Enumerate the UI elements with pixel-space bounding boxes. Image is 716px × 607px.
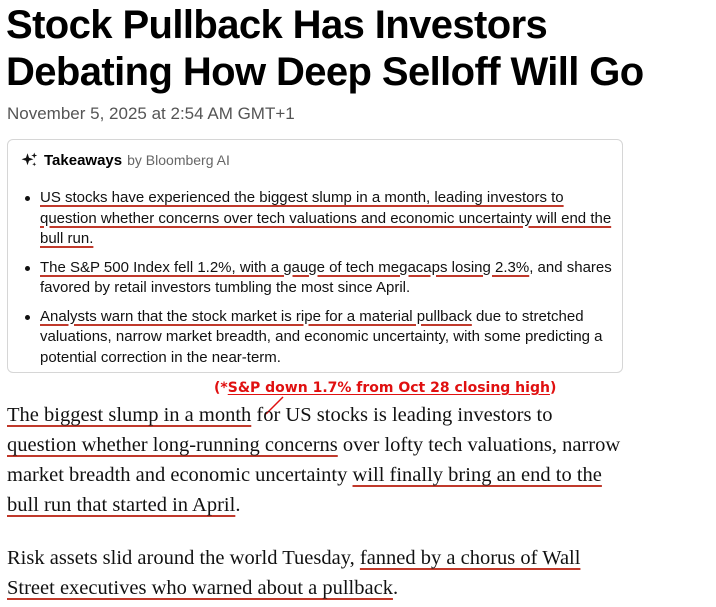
takeaway-highlight: US stocks have experienced the biggest s… [40,189,612,247]
body-underline: will finally bring an end to the bull ru… [7,464,602,516]
annotation-open: (* [214,380,228,396]
body-text: . [235,494,241,516]
takeaway-highlight: The S&P 500 Index fell 1.2%, with a gaug… [40,258,530,276]
takeaway-highlight: Analysts warn that the stock market is r… [40,307,472,325]
takeaway-item: The S&P 500 Index fell 1.2%, with a gaug… [25,258,622,299]
body-underline: fanned by a chorus of Wall Street execut… [7,547,581,599]
takeaways-box: Takeaways by Bloomberg AI US stocks have… [7,139,623,373]
takeaways-title: Takeaways [44,151,123,169]
takeaway-text: due to stretched valuations, narrow mark… [40,307,603,366]
article-headline: Stock Pullback Has Investors Debating Ho… [6,3,644,94]
body-underline: The biggest slump in a month [7,404,252,426]
takeaways-byline: by Bloomberg AI [127,152,230,168]
takeaway-item: US stocks have experienced the biggest s… [25,188,622,250]
body-text: for US stocks is leading investors to [251,404,553,426]
annotation-text: S&P down 1.7% from Oct 28 closing high [227,380,550,396]
article-date: November 5, 2025 at 2:54 AM GMT+1 [7,104,295,123]
takeaway-text: , and shares favored by retail investors… [40,258,612,297]
handwritten-annotation: (*S&P down 1.7% from Oct 28 closing high… [214,380,556,396]
body-paragraph-1: The biggest slump in a month for US stoc… [7,400,627,520]
body-text: . [392,577,399,599]
takeaways-header: Takeaways by Bloomberg AI [20,151,230,169]
sparkle-icon [21,152,38,167]
body-underline: question whether long-running concerns [7,434,338,456]
annotation-close: ) [549,380,557,396]
body-paragraph-2: Risk assets slid around the world Tuesda… [7,543,627,603]
body-text: over lofty tech valuations, narrow marke… [7,434,621,486]
body-text: Risk assets slid around the world Tuesda… [7,547,360,569]
takeaways-list: US stocks have experienced the biggest s… [8,188,622,376]
takeaway-item: Analysts warn that the stock market is r… [25,307,622,369]
